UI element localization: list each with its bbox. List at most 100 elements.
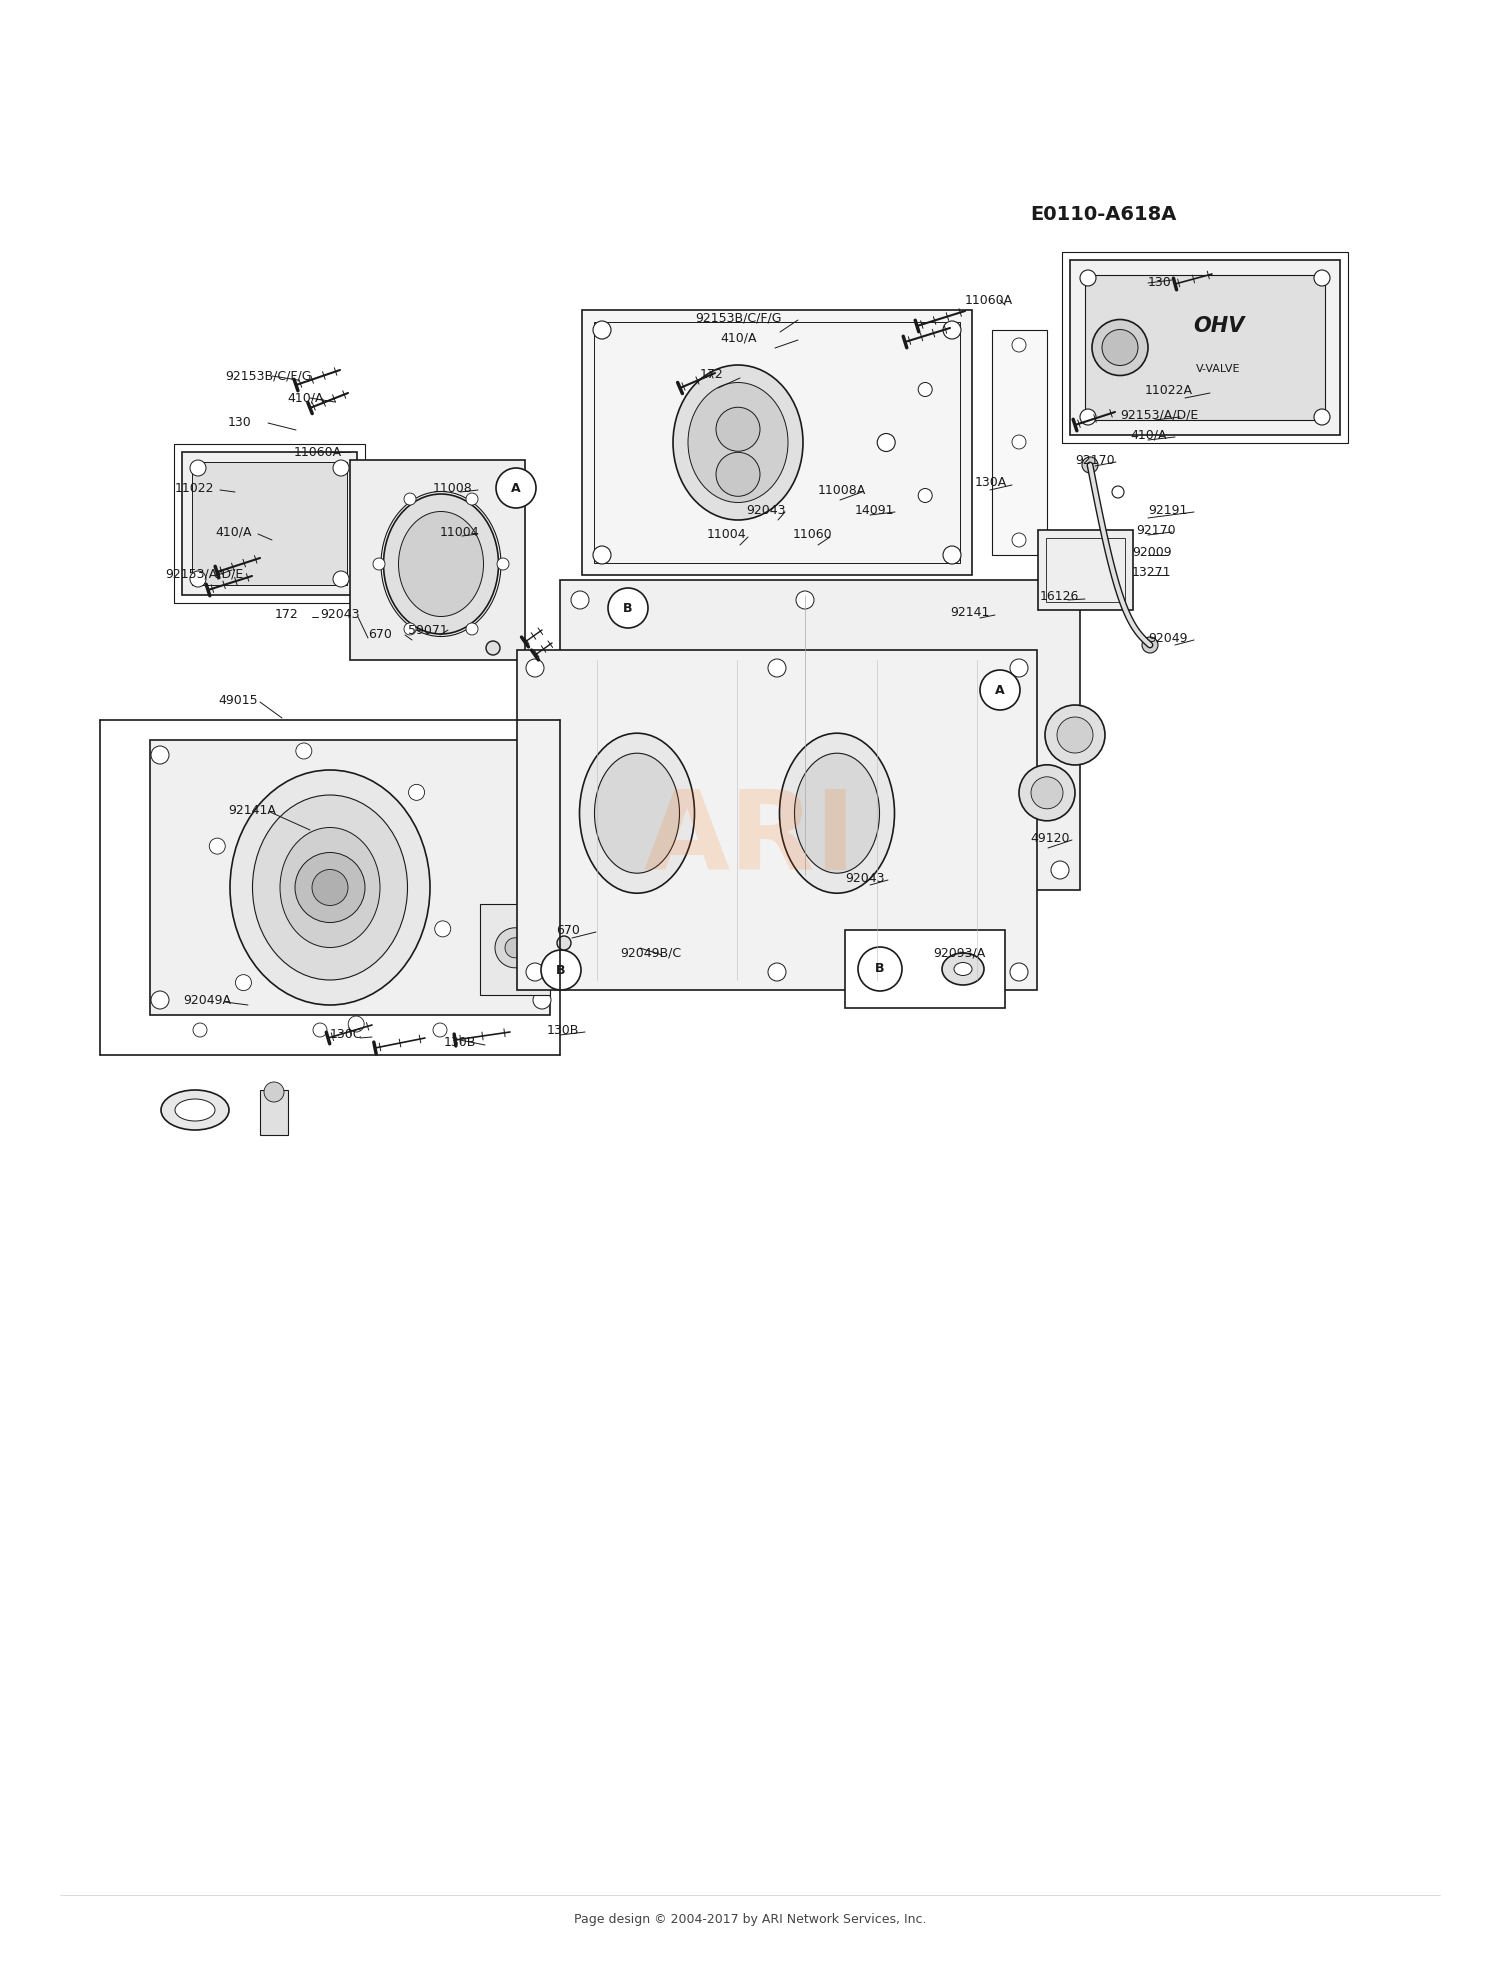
Text: 13271: 13271 <box>1132 567 1172 579</box>
Circle shape <box>1080 408 1096 426</box>
Polygon shape <box>182 451 357 594</box>
Circle shape <box>608 589 648 628</box>
Circle shape <box>918 489 932 502</box>
Circle shape <box>152 991 170 1008</box>
Ellipse shape <box>579 734 694 893</box>
Circle shape <box>542 950 580 991</box>
Text: 410/A: 410/A <box>720 332 756 345</box>
Text: 130C: 130C <box>330 1028 363 1042</box>
Text: 130: 130 <box>1148 277 1172 290</box>
Circle shape <box>466 492 478 504</box>
Circle shape <box>592 322 610 339</box>
Circle shape <box>1092 320 1148 375</box>
Ellipse shape <box>780 734 894 893</box>
Circle shape <box>944 322 962 339</box>
Circle shape <box>296 853 364 922</box>
Circle shape <box>1058 716 1094 753</box>
Ellipse shape <box>650 673 740 797</box>
Polygon shape <box>350 459 525 659</box>
Text: 92049: 92049 <box>1148 632 1188 644</box>
Circle shape <box>1082 457 1098 473</box>
Circle shape <box>768 659 786 677</box>
Circle shape <box>768 963 786 981</box>
Text: 16126: 16126 <box>1040 591 1080 604</box>
Text: 92153B/C/F/G: 92153B/C/F/G <box>694 312 782 324</box>
Circle shape <box>592 545 610 563</box>
Circle shape <box>264 1081 284 1103</box>
Circle shape <box>486 642 500 655</box>
Circle shape <box>194 1022 207 1038</box>
Text: 49120: 49120 <box>1030 832 1069 844</box>
Text: B: B <box>624 602 633 614</box>
Circle shape <box>236 975 252 991</box>
Ellipse shape <box>954 963 972 975</box>
Circle shape <box>404 624 416 636</box>
Text: 92170: 92170 <box>1136 524 1176 536</box>
Circle shape <box>1102 330 1138 365</box>
Circle shape <box>796 861 814 879</box>
Text: 92141A: 92141A <box>228 804 276 816</box>
Text: 92009: 92009 <box>1132 547 1172 559</box>
Circle shape <box>1314 271 1330 286</box>
Circle shape <box>1010 659 1028 677</box>
Text: 49015: 49015 <box>217 693 258 706</box>
Text: V-VALVE: V-VALVE <box>1197 363 1240 373</box>
Text: 92153/A/D/E: 92153/A/D/E <box>165 567 243 581</box>
Circle shape <box>716 453 760 496</box>
Text: 92153/A/D/E: 92153/A/D/E <box>1120 408 1198 422</box>
Circle shape <box>716 408 760 451</box>
Circle shape <box>348 1016 364 1032</box>
Circle shape <box>980 669 1020 710</box>
Circle shape <box>1030 777 1063 808</box>
Text: 92191: 92191 <box>1148 504 1188 516</box>
Text: 11004: 11004 <box>706 528 747 542</box>
Text: 172: 172 <box>274 608 298 622</box>
Ellipse shape <box>230 769 430 1005</box>
Polygon shape <box>582 310 972 575</box>
Circle shape <box>1052 591 1070 608</box>
Circle shape <box>466 624 478 636</box>
Bar <box>260 1091 288 1134</box>
Circle shape <box>152 746 170 763</box>
Circle shape <box>1013 337 1026 351</box>
Bar <box>992 330 1047 555</box>
Ellipse shape <box>795 753 879 873</box>
Text: 11060A: 11060A <box>294 445 342 459</box>
Ellipse shape <box>634 653 754 818</box>
Circle shape <box>1142 638 1158 653</box>
Circle shape <box>918 383 932 396</box>
Circle shape <box>1052 861 1070 879</box>
Circle shape <box>190 459 206 477</box>
Ellipse shape <box>384 494 498 634</box>
Text: 11008: 11008 <box>433 481 472 494</box>
Ellipse shape <box>674 365 802 520</box>
Text: 11060: 11060 <box>794 528 832 542</box>
Ellipse shape <box>280 828 380 948</box>
Circle shape <box>572 591 590 608</box>
Circle shape <box>1080 271 1096 286</box>
Text: 11008A: 11008A <box>818 483 867 496</box>
Ellipse shape <box>399 512 483 616</box>
Text: 11022A: 11022A <box>1144 383 1192 396</box>
Text: 92093/A: 92093/A <box>933 946 986 959</box>
Polygon shape <box>480 904 550 995</box>
Text: 92043: 92043 <box>844 871 885 885</box>
Circle shape <box>526 659 544 677</box>
Circle shape <box>312 869 348 906</box>
Ellipse shape <box>855 673 945 797</box>
Circle shape <box>1112 487 1124 498</box>
Circle shape <box>374 557 386 571</box>
Circle shape <box>496 557 508 571</box>
Text: 92043: 92043 <box>320 608 360 622</box>
Text: 92141: 92141 <box>950 606 990 620</box>
Circle shape <box>1013 436 1026 449</box>
Circle shape <box>532 991 550 1008</box>
Text: 410/A: 410/A <box>1130 428 1167 441</box>
Text: B: B <box>876 963 885 975</box>
Text: 130B: 130B <box>548 1024 579 1036</box>
Circle shape <box>1013 534 1026 547</box>
Polygon shape <box>1084 275 1324 420</box>
Text: 130: 130 <box>228 416 252 430</box>
Text: E0110-A618A: E0110-A618A <box>1030 206 1176 224</box>
Text: A: A <box>994 683 1005 697</box>
